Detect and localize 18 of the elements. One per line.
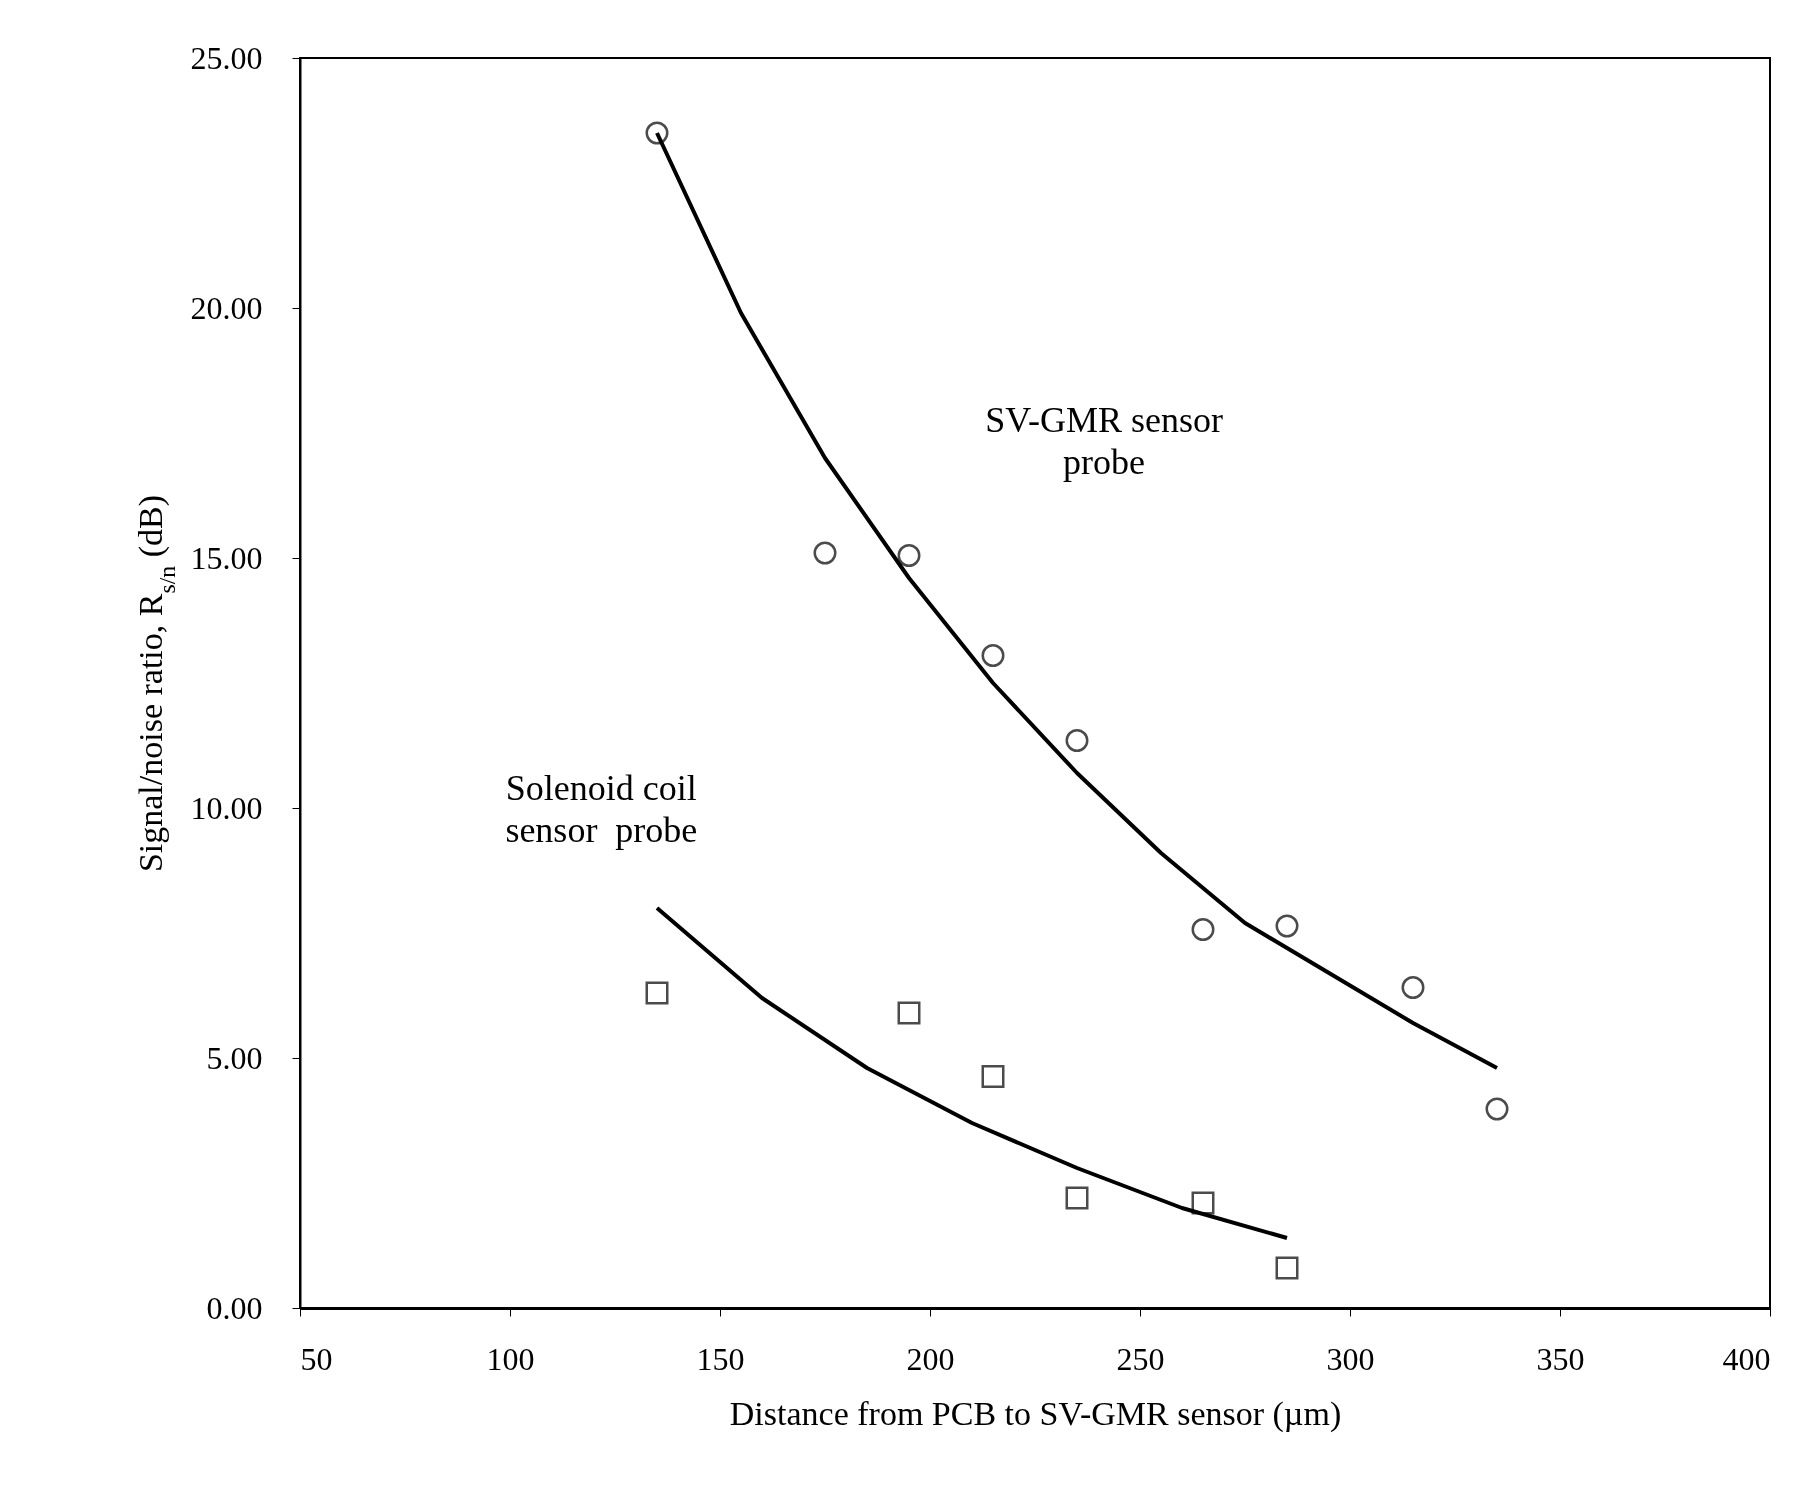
y-tick-label: 5.00: [206, 1039, 263, 1076]
x-tick-label: 350: [1536, 1340, 1585, 1377]
x-tick-label: 200: [906, 1340, 955, 1377]
annotation: SV-GMR sensor probe: [985, 399, 1223, 482]
x-tick-label: 300: [1326, 1340, 1375, 1377]
y-tick-label: 0.00: [206, 1289, 263, 1326]
x-tick-label: 100: [486, 1340, 535, 1377]
annotation: Solenoid coil sensor probe: [505, 768, 698, 851]
y-tick-label: 25.00: [190, 39, 263, 76]
x-tick-label: 250: [1116, 1340, 1165, 1377]
x-tick-label: 400: [1722, 1340, 1771, 1377]
x-tick-label: 150: [696, 1340, 745, 1377]
y-tick-label: 10.00: [190, 789, 263, 826]
x-axis-title: Distance from PCB to SV-GMR sensor (µm): [729, 1394, 1342, 1433]
x-tick-label: 50: [300, 1340, 333, 1377]
y-tick-label: 20.00: [190, 289, 263, 326]
line-series: [655, 906, 1289, 1240]
y-tick-label: 15.00: [190, 539, 263, 576]
